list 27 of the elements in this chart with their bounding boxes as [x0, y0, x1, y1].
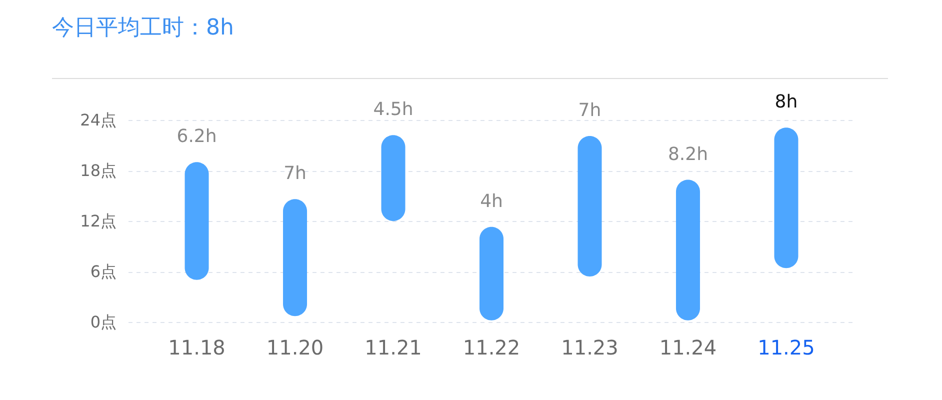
- x-tick-label: 11.25: [758, 336, 815, 360]
- bar: [774, 128, 798, 268]
- annotation: 4h: [480, 190, 503, 212]
- annotation: 6.2h: [176, 126, 217, 148]
- y-tick-label: 0点: [90, 312, 116, 332]
- bar: [676, 180, 700, 320]
- x-tick-label: 11.23: [561, 336, 618, 360]
- bar: [184, 162, 209, 280]
- x-tick-label: 11.20: [266, 336, 324, 360]
- annotation: 8.2h: [668, 144, 708, 165]
- annotation: 7h: [284, 163, 306, 184]
- chart-title: 今日平均工时：8h: [52, 16, 234, 41]
- annotation: 4.5h: [373, 99, 414, 120]
- y-tick-label: 18点: [80, 161, 116, 180]
- bar: [381, 135, 406, 221]
- bar: [578, 136, 602, 277]
- y-tick-label: 12点: [80, 212, 116, 230]
- y-tick-label: 24点: [80, 110, 116, 130]
- y-tick-label: 6点: [90, 262, 116, 281]
- annotation: 8h: [774, 92, 798, 113]
- bar: [283, 199, 308, 316]
- x-tick-label: 11.22: [462, 336, 520, 360]
- x-tick-label: 11.24: [659, 336, 717, 360]
- x-tick-label: 11.18: [168, 336, 226, 360]
- bar: [480, 226, 504, 320]
- annotation: 7h: [578, 100, 602, 121]
- x-tick-label: 11.21: [364, 336, 422, 360]
